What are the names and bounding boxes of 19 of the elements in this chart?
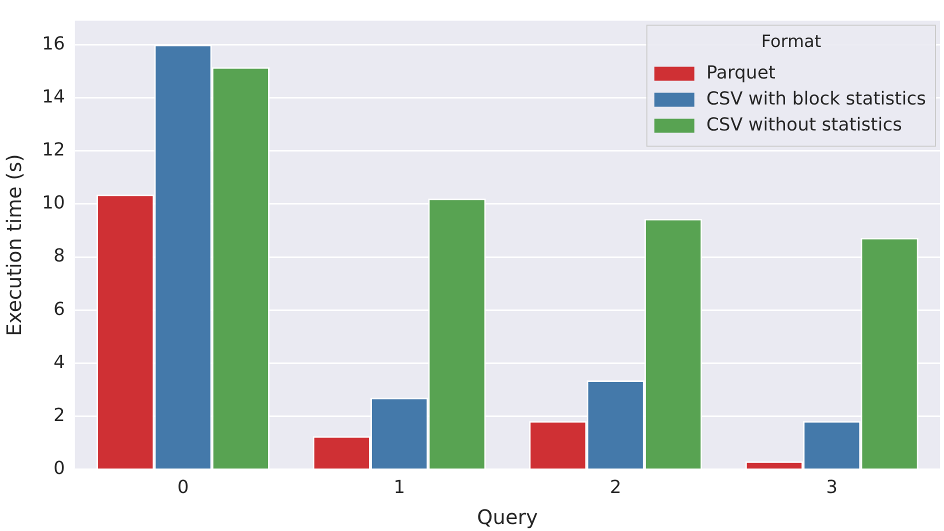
- y-tick-label: 4: [53, 352, 65, 373]
- y-tick-label: 10: [42, 192, 65, 214]
- y-tick-label: 8: [53, 246, 65, 267]
- y-tick-label: 0: [53, 458, 65, 480]
- y-axis-title: Execution time (s): [2, 154, 26, 336]
- y-tick-label: 2: [53, 404, 65, 426]
- x-tick-label: 2: [610, 476, 622, 498]
- legend-label: Parquet: [706, 62, 776, 84]
- legend-label: CSV with block statistics: [706, 88, 926, 110]
- legend-label: CSV without statistics: [706, 114, 902, 136]
- x-tick-label: 1: [394, 476, 406, 498]
- x-tick-label: 0: [177, 476, 189, 498]
- x-tick-label: 3: [826, 476, 838, 498]
- x-axis-title: Query: [477, 505, 538, 530]
- y-tick-label: 6: [53, 298, 65, 320]
- y-tick-label: 14: [42, 86, 65, 108]
- y-tick-label: 12: [42, 140, 65, 161]
- legend-title: Format: [761, 32, 822, 52]
- y-tick-label: 16: [42, 33, 65, 54]
